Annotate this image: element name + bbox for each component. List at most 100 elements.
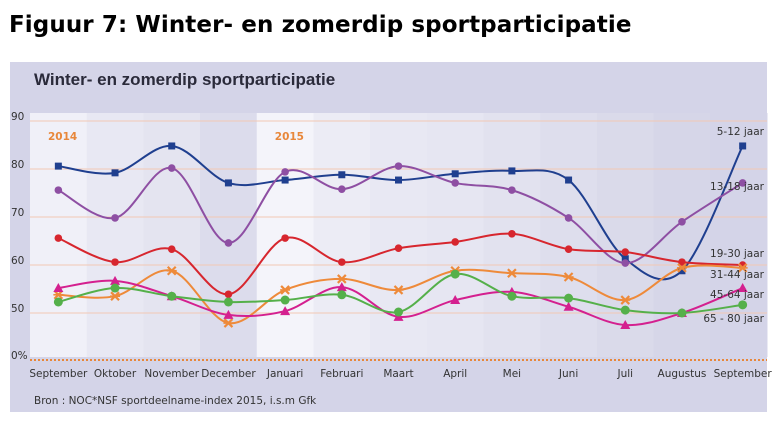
data-point-19-30jaar — [167, 245, 176, 253]
data-point-13-18jaar — [224, 239, 233, 247]
data-point-65-80jaar — [337, 290, 347, 300]
y-axis-ticks: 0% 50 60 70 80 90 — [11, 111, 28, 362]
x-tick-label: Maart — [383, 368, 413, 380]
figure-title: Figuur 7: Winter- en zomerdip sportparti… — [9, 12, 632, 38]
series-label-45-64jaar: 45-64 jaar — [710, 289, 765, 301]
series-label-65-80jaar: 65 - 80 jaar — [703, 313, 764, 325]
month-band — [426, 113, 485, 357]
data-point-13-18jaar — [111, 214, 119, 222]
data-point-13-18jaar — [338, 185, 346, 193]
data-point-65-80jaar — [167, 291, 177, 301]
data-point-5-12jaar — [621, 255, 629, 263]
data-point-5-12jaar — [111, 169, 119, 177]
data-point-5-12jaar — [739, 142, 747, 150]
y-tick-label: 0% — [11, 350, 28, 362]
chart-title: Winter- en zomerdip sportparticipatie — [34, 70, 336, 89]
y-tick-label: 60 — [11, 255, 24, 267]
y-tick-label: 80 — [11, 159, 24, 171]
data-point-31-44jaar — [676, 263, 687, 273]
data-point-19-30jaar — [281, 234, 289, 242]
data-point-31-44jaar — [223, 318, 234, 328]
x-tick-label: September — [714, 368, 773, 380]
data-point-5-12jaar — [54, 162, 62, 170]
data-point-13-18jaar — [508, 186, 516, 194]
data-point-19-30jaar — [54, 234, 63, 242]
data-point-31-44jaar — [166, 265, 177, 276]
data-point-65-80jaar — [110, 283, 120, 293]
data-point-65-80jaar — [507, 291, 517, 301]
series-label-31-44jaar: 31-44 jaar — [710, 269, 765, 281]
data-point-13-18jaar — [54, 186, 63, 194]
data-point-19-30jaar — [394, 244, 403, 252]
month-band — [200, 113, 258, 357]
data-point-19-30jaar — [338, 258, 346, 266]
data-point-31-44jaar — [336, 274, 347, 284]
month-band — [313, 113, 371, 357]
data-point-5-12jaar — [678, 267, 686, 275]
source-note: Bron : NOC*NSF sportdeelname-index 2015,… — [34, 395, 317, 407]
data-point-31-44jaar — [53, 289, 64, 300]
data-point-45-64jaar — [110, 275, 121, 285]
data-point-13-18jaar — [678, 218, 686, 226]
data-point-19-30jaar — [451, 238, 459, 246]
x-tick-label: Mei — [503, 368, 521, 380]
data-point-13-18jaar — [281, 168, 289, 176]
data-point-45-64jaar — [280, 306, 291, 316]
data-point-5-12jaar — [565, 176, 573, 184]
data-point-19-30jaar — [224, 290, 233, 299]
data-point-65-80jaar — [738, 300, 748, 310]
data-point-65-80jaar — [53, 297, 63, 307]
x-tick-label: Januari — [266, 368, 304, 380]
month-band — [86, 113, 144, 357]
x-tick-label: April — [443, 368, 467, 380]
data-point-19-30jaar — [678, 258, 686, 266]
x-tick-label: December — [201, 368, 256, 380]
series-label-19-30jaar: 19-30 jaar — [710, 248, 765, 260]
y-tick-label: 70 — [11, 207, 24, 219]
data-point-65-80jaar — [564, 293, 574, 303]
month-band — [653, 113, 711, 357]
data-point-13-18jaar — [564, 214, 573, 222]
data-point-13-18jaar — [451, 179, 459, 187]
data-point-65-80jaar — [223, 297, 233, 307]
x-tick-label: Juni — [558, 368, 578, 380]
data-point-65-80jaar — [620, 305, 630, 315]
x-tick-label: Oktober — [94, 368, 137, 380]
x-tick-label: Februari — [320, 368, 363, 380]
data-point-45-64jaar — [620, 320, 631, 329]
data-point-65-80jaar — [677, 308, 687, 318]
data-point-19-30jaar — [621, 248, 630, 256]
y-tick-label: 50 — [11, 303, 24, 315]
series-label-13-18jaar: 13-18 jaar — [710, 181, 765, 193]
data-point-65-80jaar — [394, 307, 403, 317]
data-point-5-12jaar — [168, 142, 176, 150]
x-axis-ticks: September Oktober November December Januari F… — [29, 368, 772, 380]
month-band — [143, 113, 201, 357]
data-point-31-44jaar — [506, 268, 517, 278]
data-point-5-12jaar — [338, 171, 346, 179]
series-labels: 5-12 jaar 13-18 jaar 19-30 jaar 31-44 jaar 4… — [703, 126, 764, 325]
data-point-45-64jaar — [53, 283, 64, 293]
data-point-5-12jaar — [224, 179, 232, 187]
data-point-5-12jaar — [508, 167, 516, 175]
data-point-5-12jaar — [281, 176, 289, 184]
series-label-5-12jaar: 5-12 jaar — [717, 126, 765, 138]
data-point-13-18jaar — [394, 162, 403, 170]
data-point-19-30jaar — [564, 245, 573, 253]
data-point-45-64jaar — [336, 282, 347, 292]
data-point-31-44jaar — [393, 285, 404, 295]
x-tick-label: Augustus — [658, 368, 707, 380]
data-point-31-44jaar — [563, 272, 574, 282]
data-point-65-80jaar — [450, 269, 460, 279]
data-point-31-44jaar — [280, 285, 291, 295]
x-tick-label: September — [29, 368, 88, 380]
data-point-31-44jaar — [110, 291, 121, 301]
x-tick-label: November — [144, 368, 199, 380]
year-annotations: 2014 2015 — [48, 131, 304, 143]
y-tick-label: 90 — [11, 111, 24, 123]
data-point-65-80jaar — [280, 295, 290, 305]
data-point-5-12jaar — [451, 170, 459, 178]
data-point-19-30jaar — [111, 258, 119, 266]
data-point-13-18jaar — [167, 164, 176, 172]
